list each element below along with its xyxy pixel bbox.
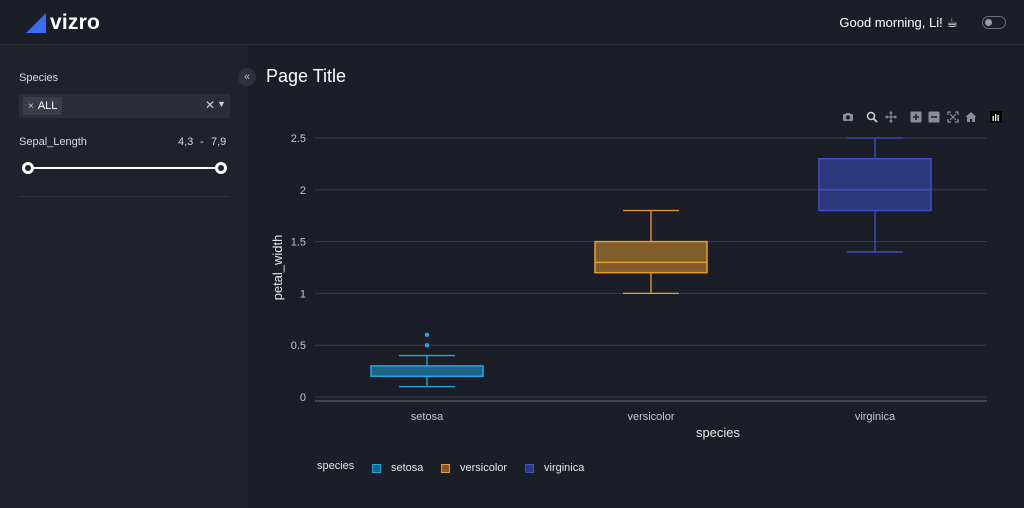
clear-icon[interactable]: ✕ [205, 98, 216, 112]
legend-label-virginica: virginica [544, 462, 585, 474]
vizro-logo[interactable]: vizro [26, 11, 100, 35]
box-setosa[interactable] [370, 365, 484, 378]
species-filter-label: Species [19, 72, 59, 84]
y-tick-label: 1 [300, 288, 306, 300]
theme-toggle-knob [985, 19, 992, 26]
legend-swatch-versicolor [441, 463, 450, 473]
x-axis-title: species [696, 425, 741, 440]
species-dropdown[interactable]: × ALL ✕ ▼ [19, 94, 230, 118]
zoom-in-icon[interactable] [910, 111, 922, 123]
y-tick-label: 0 [300, 392, 306, 404]
chip-label: ALL [37, 100, 58, 112]
x-tick-label-setosa: setosa [411, 411, 444, 423]
collapse-sidebar-button[interactable]: « [238, 68, 256, 86]
species-chip-all[interactable]: × ALL [23, 97, 63, 115]
sepal-length-label: Sepal_Length [19, 136, 87, 148]
range-separator: - [200, 136, 204, 148]
camera-icon[interactable] [842, 111, 854, 123]
sepal-slider-min-handle[interactable] [22, 162, 34, 174]
sepal-min-value: 4,3 [178, 136, 194, 148]
vizro-logo-icon [26, 13, 46, 33]
sidebar-divider [19, 196, 229, 197]
theme-toggle[interactable] [982, 16, 1006, 29]
plotly-logo-icon[interactable] [990, 111, 1002, 123]
app-header: vizro Good morning, Li! ☕ [0, 0, 1024, 45]
sepal-slider-max-handle[interactable] [215, 162, 227, 174]
y-tick-label: 2 [300, 185, 306, 197]
x-tick-label-versicolor: versicolor [627, 411, 674, 423]
sepal-range-slider-track[interactable] [27, 167, 221, 169]
autoscale-icon[interactable] [947, 111, 959, 123]
legend-swatch-setosa [372, 463, 381, 473]
y-tick-label: 1.5 [291, 237, 306, 249]
box-plot-chart[interactable]: 0 0.5 1 1.5 2 2.5 setosa versicolor virginica spe… [248, 46, 1024, 486]
legend-label-versicolor: versicolor [460, 462, 508, 474]
sepal-max-value: 7,9 [211, 136, 227, 148]
legend-item-versicolor[interactable]: versicolor [441, 462, 507, 474]
legend-title: species [317, 460, 355, 472]
sidebar [0, 46, 248, 508]
pan-icon[interactable] [885, 111, 897, 123]
double-chevron-left-icon: « [243, 71, 251, 83]
logo-text: vizro [50, 11, 101, 34]
chevron-down-icon[interactable]: ▼ [217, 99, 226, 109]
legend-item-setosa[interactable]: setosa [372, 462, 423, 474]
legend-label-setosa: setosa [391, 462, 424, 474]
chip-remove-icon[interactable]: × [28, 100, 34, 112]
outlier-point-setosa[interactable] [424, 332, 430, 338]
y-axis-title: petal_width [270, 235, 285, 301]
legend-swatch-virginica [525, 463, 534, 473]
y-tick-label: 2.5 [291, 133, 306, 145]
zoom-out-icon[interactable] [928, 111, 940, 123]
zoom-icon[interactable] [866, 111, 878, 123]
greeting-text: Good morning, Li! ☕ [839, 15, 958, 30]
legend-item-virginica[interactable]: virginica [525, 462, 584, 474]
outlier-point-setosa[interactable] [424, 343, 430, 348]
box-virginica[interactable] [818, 157, 932, 212]
x-tick-label-virginica: virginica [855, 411, 896, 423]
y-tick-label: 0.5 [291, 340, 306, 352]
page-title: Page Title [266, 66, 347, 86]
box-versicolor[interactable] [594, 240, 708, 274]
home-icon[interactable] [965, 111, 977, 123]
